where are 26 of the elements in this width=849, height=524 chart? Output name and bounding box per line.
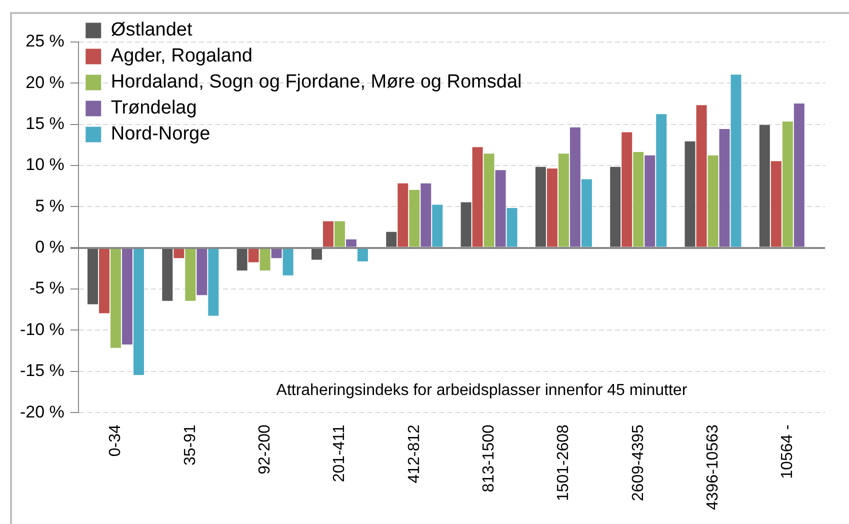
x-tick-label: 35-91 xyxy=(182,424,199,466)
x-tick-label: 10564 - xyxy=(779,424,796,479)
x-tick-label: 0-34 xyxy=(107,424,124,457)
legend-label: Østlandet xyxy=(110,20,193,41)
y-tick-label: 10 % xyxy=(26,155,64,174)
y-tick-label: 25 % xyxy=(26,32,64,51)
y-tick-label: -15 % xyxy=(20,361,64,380)
legend-label: Hordaland, Sogn og Fjordane, Møre og Romsdal xyxy=(110,72,522,93)
y-tick-label: -20 % xyxy=(20,402,64,422)
x-tick-label: 2609-4395 xyxy=(630,424,647,502)
legend-label: Nord-Norge xyxy=(110,124,210,145)
legend-label: Trøndelag xyxy=(110,98,197,119)
legend-label: Agder, Rogaland xyxy=(110,46,252,67)
y-tick-label: 5 % xyxy=(35,196,64,216)
x-tick-label: 813-1500 xyxy=(480,424,498,492)
x-tick-label: 412-812 xyxy=(406,424,423,484)
y-tick-label: 0 % xyxy=(35,238,64,257)
x-tick-label: 1501-2608 xyxy=(555,424,572,502)
x-tick-label: 201-411 xyxy=(331,424,348,482)
y-tick-label: 20 % xyxy=(26,72,64,92)
x-tick-label: 4396-10563 xyxy=(704,424,722,510)
y-tick-label: 15 % xyxy=(26,114,64,134)
y-tick-label: -10 % xyxy=(20,320,64,339)
y-tick-label: -5 % xyxy=(29,278,64,298)
x-axis-title: Attraheringsindeks for arbeidsplasser innenfor 45 minutter xyxy=(276,382,688,399)
x-tick-label: 92-200 xyxy=(256,424,274,474)
